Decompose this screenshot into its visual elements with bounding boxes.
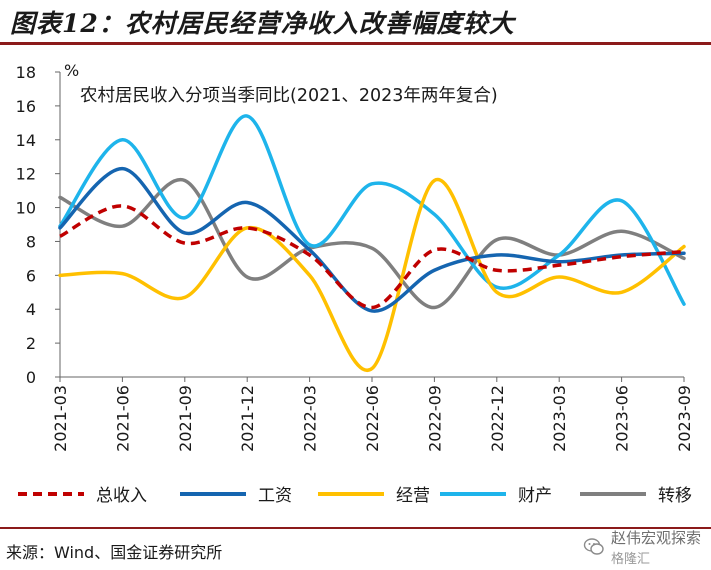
y-tick-label: 6 bbox=[26, 266, 36, 285]
watermark-account: 赵伟宏观探索 bbox=[610, 529, 701, 547]
y-tick-label: 4 bbox=[26, 300, 36, 319]
series-line-3 bbox=[58, 177, 686, 373]
title-divider bbox=[0, 42, 711, 45]
legend-label: 总收入 bbox=[96, 486, 147, 506]
figure-title: 图表12：农村居民经营净收入改善幅度较大 bbox=[10, 9, 515, 38]
y-tick-label: 0 bbox=[26, 368, 36, 387]
legend-label: 财产 bbox=[518, 486, 552, 506]
x-tick-label: 2022-03 bbox=[301, 385, 320, 452]
legend-label: 转移 bbox=[658, 486, 692, 506]
y-tick-label: 18 bbox=[16, 63, 36, 82]
x-tick-label: 2022-06 bbox=[363, 385, 382, 452]
line-chart: 0 2 4 6 8 10 12 14 16 18 2021-03 2021-06 2021-09 2021… bbox=[16, 61, 694, 506]
watermark: 赵伟宏观探索 格隆汇 bbox=[583, 527, 701, 567]
x-tick-label: 2021-12 bbox=[238, 385, 257, 452]
series-line-4 bbox=[58, 114, 686, 306]
chart-axes: 0 2 4 6 8 10 12 14 16 18 2021-03 2021-06 2021-09 2021… bbox=[16, 63, 694, 452]
series-layer bbox=[58, 114, 686, 373]
watermark-sub: 格隆汇 bbox=[610, 552, 650, 567]
x-tick-label: 2021-06 bbox=[113, 385, 132, 452]
x-tick-label: 2023-06 bbox=[613, 385, 632, 452]
legend-label: 工资 bbox=[258, 486, 292, 506]
x-tick-label: 2022-09 bbox=[425, 385, 444, 452]
x-tick-label: 2021-09 bbox=[176, 385, 195, 452]
y-tick-label: 10 bbox=[16, 199, 36, 218]
series-line-2 bbox=[58, 166, 686, 313]
legend-label: 经营 bbox=[396, 486, 430, 506]
x-tick-label: 2021-03 bbox=[51, 385, 70, 452]
y-axis-unit: % bbox=[64, 61, 79, 80]
series-line-1 bbox=[59, 204, 685, 310]
x-tick-label: 2023-09 bbox=[675, 385, 694, 452]
wechat-icon bbox=[583, 538, 604, 555]
y-tick-label: 2 bbox=[26, 334, 36, 353]
x-tick-label: 2023-03 bbox=[550, 385, 569, 452]
series-line-5 bbox=[58, 177, 686, 310]
chart-title: 农村居民收入分项当季同比(2021、2023年两年复合) bbox=[80, 86, 498, 106]
source-note: 来源：Wind、国金证券研究所 bbox=[6, 543, 223, 562]
y-tick-label: 14 bbox=[16, 131, 36, 150]
footer-divider bbox=[0, 527, 711, 529]
y-tick-label: 16 bbox=[16, 97, 36, 116]
y-tick-label: 8 bbox=[26, 232, 36, 251]
x-tick-label: 2022-12 bbox=[488, 385, 507, 452]
chart-legend: 总收入 工资 经营 财产 转移 bbox=[18, 486, 692, 506]
y-tick-label: 12 bbox=[16, 165, 36, 184]
